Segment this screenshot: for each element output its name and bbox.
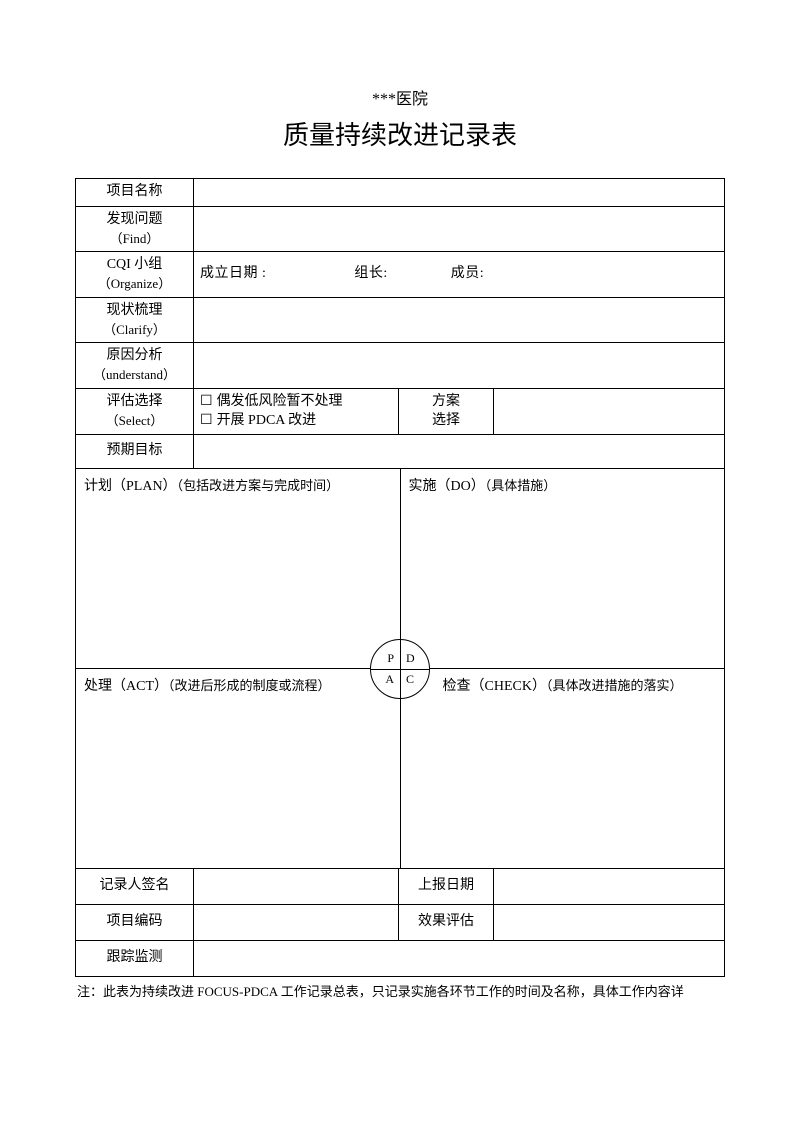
field-organize[interactable]: 成立日期 : 组长: 成员: [194, 252, 725, 297]
row-find: 发现问题 （Find） [76, 206, 725, 251]
form-table: 项目名称 发现问题 （Find） CQI 小组 （Organize） 成立日期 … [75, 178, 725, 469]
footer-table: 记录人签名 上报日期 项目编码 效果评估 跟踪监测 [75, 868, 725, 977]
field-plan-choice[interactable] [494, 388, 725, 435]
field-goal[interactable] [194, 435, 725, 469]
row-project-name: 项目名称 [76, 179, 725, 207]
page-title: 质量持续改进记录表 [75, 115, 725, 152]
row-goal: 预期目标 [76, 435, 725, 469]
label-project-code: 项目编码 [76, 905, 194, 941]
page: ***医院 质量持续改进记录表 项目名称 发现问题 （Find） CQI 小组 … [0, 0, 800, 1132]
check-title: 检查（CHECK） [443, 679, 546, 694]
cell-check[interactable]: 检查（CHECK）（具体改进措施的落实） [400, 669, 725, 869]
row-understand: 原因分析 （understand） [76, 343, 725, 388]
pdca-grid: 计划（PLAN）（包括改进方案与完成时间） 实施（DO）（具体措施） 处理（AC… [75, 468, 725, 869]
field-project-code[interactable] [194, 905, 399, 941]
cell-do[interactable]: 实施（DO）（具体措施） [400, 469, 725, 669]
label-project-name: 项目名称 [76, 179, 194, 207]
opt2-label: 开展 PDCA 改进 [217, 412, 317, 431]
row-project-code: 项目编码 效果评估 [76, 905, 725, 941]
field-recorder[interactable] [194, 869, 399, 905]
field-project-name[interactable] [194, 179, 725, 207]
field-effect-eval[interactable] [494, 905, 725, 941]
label-organize: CQI 小组 （Organize） [76, 252, 194, 297]
act-title: 处理（ACT） [84, 679, 168, 694]
field-report-date[interactable] [494, 869, 725, 905]
label-report-date: 上报日期 [399, 869, 494, 905]
plan-title: 计划（PLAN） [84, 479, 177, 494]
field-clarify[interactable] [194, 297, 725, 342]
label-select: 评估选择 （Select） [76, 388, 194, 435]
do-sub: （具体措施） [485, 478, 557, 493]
row-clarify: 现状梳理 （Clarify） [76, 297, 725, 342]
label-understand: 原因分析 （understand） [76, 343, 194, 388]
org-name: ***医院 [75, 85, 725, 109]
field-find[interactable] [194, 206, 725, 251]
do-title: 实施（DO） [409, 479, 485, 494]
footnote: 注：此表为持续改进 FOCUS-PDCA 工作记录总表，只记录实施各环节工作的时… [75, 981, 725, 1000]
field-understand[interactable] [194, 343, 725, 388]
row-organize: CQI 小组 （Organize） 成立日期 : 组长: 成员: [76, 252, 725, 297]
label-tracking: 跟踪监测 [76, 941, 194, 977]
label-recorder: 记录人签名 [76, 869, 194, 905]
plan-sub: （包括改进方案与完成时间） [177, 478, 340, 493]
row-select: 评估选择 （Select） ☐ 偶发低风险暂不处理 ☐ 开展 PDCA 改进 方… [76, 388, 725, 435]
check-sub: （具体改进措施的落实） [546, 678, 683, 693]
cell-act[interactable]: 处理（ACT）（改进后形成的制度或流程） [76, 669, 401, 869]
opt1-label: 偶发低风险暂不处理 [217, 393, 343, 412]
label-effect-eval: 效果评估 [399, 905, 494, 941]
cell-plan[interactable]: 计划（PLAN）（包括改进方案与完成时间） [76, 469, 401, 669]
checkbox-icon[interactable]: ☐ [200, 412, 213, 431]
field-tracking[interactable] [194, 941, 725, 977]
label-plan-choice: 方案 选择 [399, 388, 494, 435]
row-tracking: 跟踪监测 [76, 941, 725, 977]
label-goal: 预期目标 [76, 435, 194, 469]
checkbox-icon[interactable]: ☐ [200, 393, 213, 412]
pdca-section: 计划（PLAN）（包括改进方案与完成时间） 实施（DO）（具体措施） 处理（AC… [75, 468, 725, 869]
field-select-options: ☐ 偶发低风险暂不处理 ☐ 开展 PDCA 改进 [194, 388, 399, 435]
act-sub: （改进后形成的制度或流程） [168, 678, 331, 693]
label-find: 发现问题 （Find） [76, 206, 194, 251]
label-clarify: 现状梳理 （Clarify） [76, 297, 194, 342]
row-recorder: 记录人签名 上报日期 [76, 869, 725, 905]
